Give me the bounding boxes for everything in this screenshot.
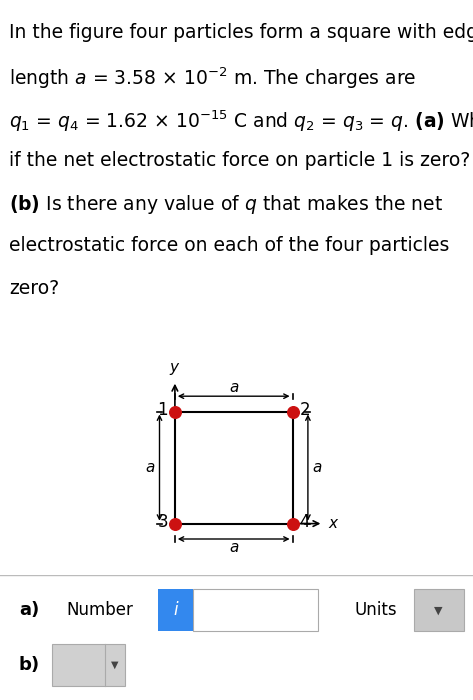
Bar: [52, 644, 125, 686]
Text: $a$: $a$: [145, 460, 155, 475]
Text: In the figure four particles form a square with edge: In the figure four particles form a squa…: [9, 23, 473, 42]
Bar: [414, 589, 464, 631]
Text: electrostatic force on each of the four particles: electrostatic force on each of the four …: [9, 236, 450, 255]
Text: $x$: $x$: [327, 516, 339, 531]
Text: $\bf{(b)}$ Is there any value of $q$ that makes the net: $\bf{(b)}$ Is there any value of $q$ tha…: [9, 193, 444, 216]
Text: Number: Number: [66, 601, 133, 620]
Text: 2: 2: [299, 401, 310, 419]
Text: $q_1$ = $q_4$ = 1.62 × 10$^{-15}$ C and $q_2$ = $q_3$ = $q$. $\bf{(a)}$ What is : $q_1$ = $q_4$ = 1.62 × 10$^{-15}$ C and …: [9, 108, 473, 134]
Text: $a$: $a$: [228, 380, 239, 395]
Bar: [158, 589, 193, 631]
Text: i: i: [173, 601, 178, 620]
Text: $y$: $y$: [169, 360, 181, 377]
Point: [289, 518, 296, 529]
Text: b): b): [19, 656, 40, 674]
Text: length $a$ = 3.58 × 10$^{-2}$ m. The charges are: length $a$ = 3.58 × 10$^{-2}$ m. The cha…: [9, 66, 417, 91]
Text: 1: 1: [158, 401, 168, 419]
Text: ▼: ▼: [111, 660, 119, 670]
Text: 3: 3: [158, 513, 168, 531]
Text: a): a): [19, 601, 39, 620]
Point: [171, 406, 179, 417]
Text: zero?: zero?: [9, 279, 60, 298]
Point: [171, 518, 179, 529]
Text: ▼: ▼: [435, 606, 443, 615]
Text: 4: 4: [299, 513, 310, 531]
Bar: [193, 589, 318, 631]
Text: $a$: $a$: [312, 460, 323, 475]
Text: $a$: $a$: [228, 540, 239, 555]
Text: if the net electrostatic force on particle 1 is zero?: if the net electrostatic force on partic…: [9, 150, 471, 169]
Point: [289, 406, 296, 417]
Text: Units: Units: [355, 601, 397, 620]
